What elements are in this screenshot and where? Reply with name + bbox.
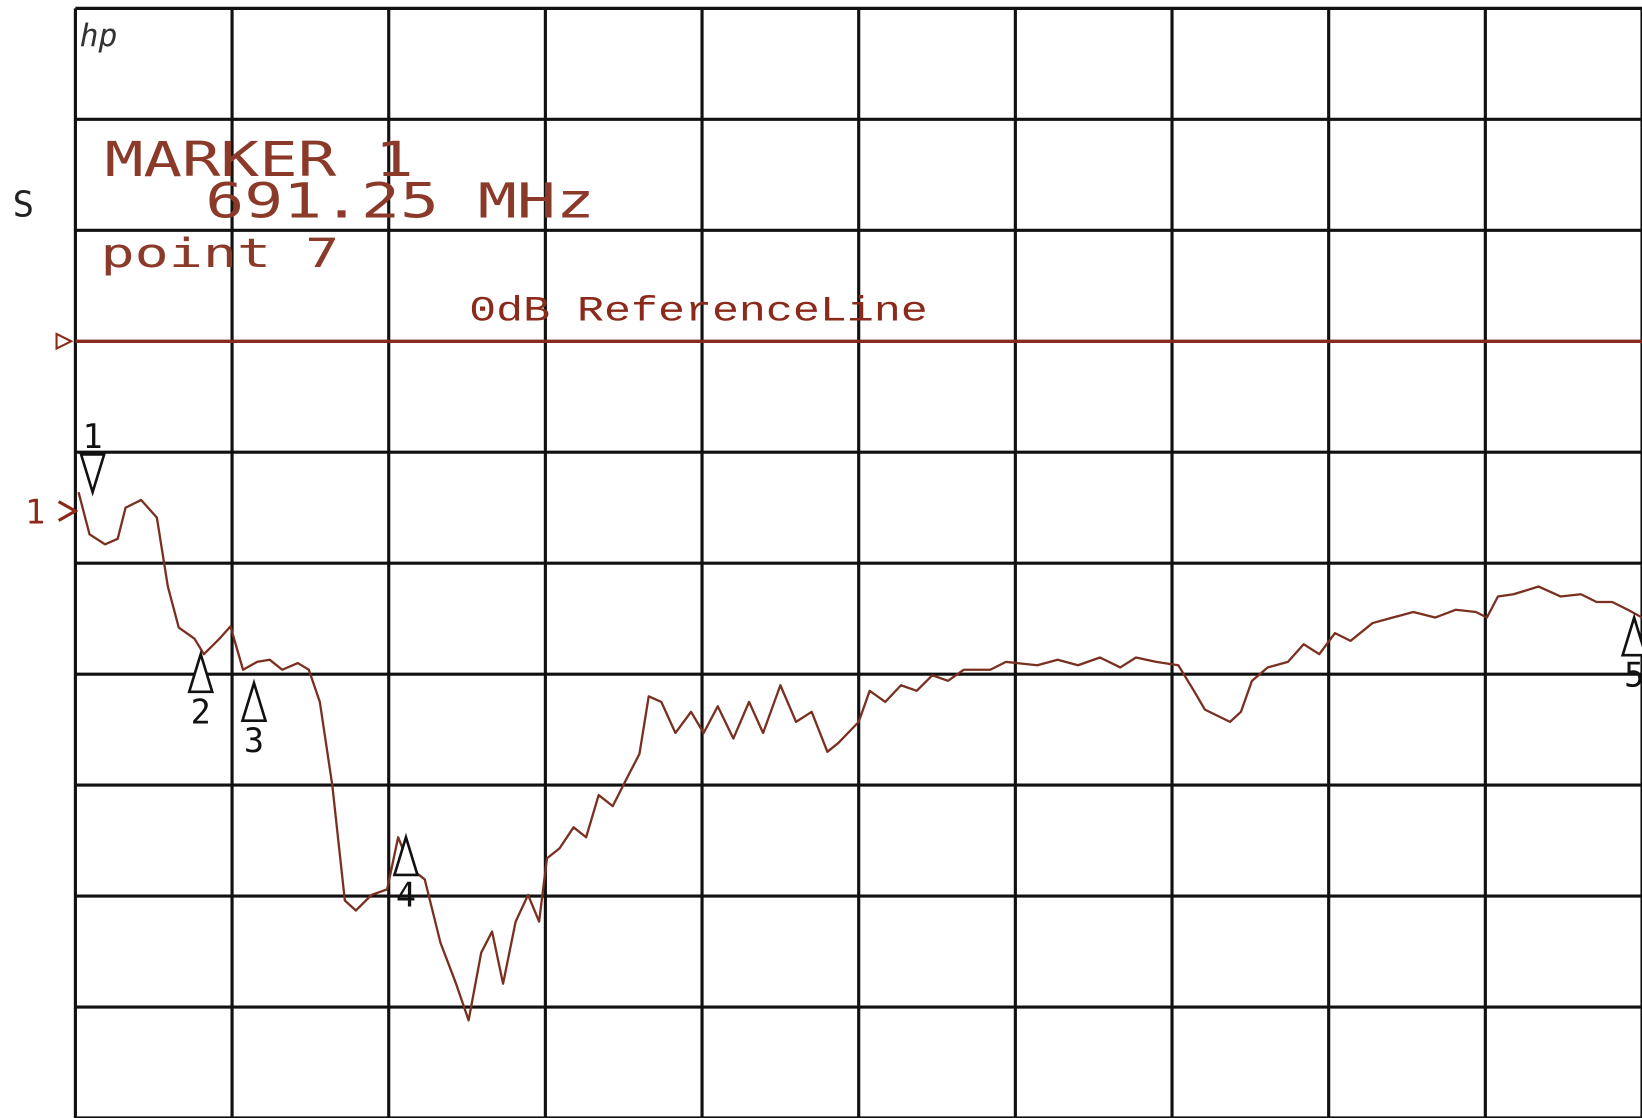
reference-pointer	[55, 332, 74, 351]
marker-label: 1	[83, 417, 103, 456]
marker-label: 4	[396, 875, 416, 914]
marker	[79, 453, 106, 497]
marker	[392, 832, 420, 877]
marker-readout: 691.25 MHz	[205, 174, 595, 230]
marker	[187, 649, 215, 694]
marker	[240, 678, 268, 723]
channel-ref-label: 1	[25, 493, 45, 532]
reference-label: 0dB ReferenceLine	[469, 290, 928, 331]
plot-area: 12345	[77, 417, 1642, 1022]
marker-readout: MARKER 1	[105, 132, 414, 188]
marker-label: 3	[244, 721, 264, 760]
marker-label: 5	[1624, 656, 1642, 695]
logo: hp	[80, 18, 118, 54]
marker-readout: point 7	[101, 231, 340, 277]
marker	[1620, 613, 1642, 657]
channel-ref-pointer	[57, 500, 79, 522]
channel-label: S	[13, 185, 34, 226]
marker-label: 2	[191, 692, 211, 731]
trace	[77, 491, 1642, 1022]
